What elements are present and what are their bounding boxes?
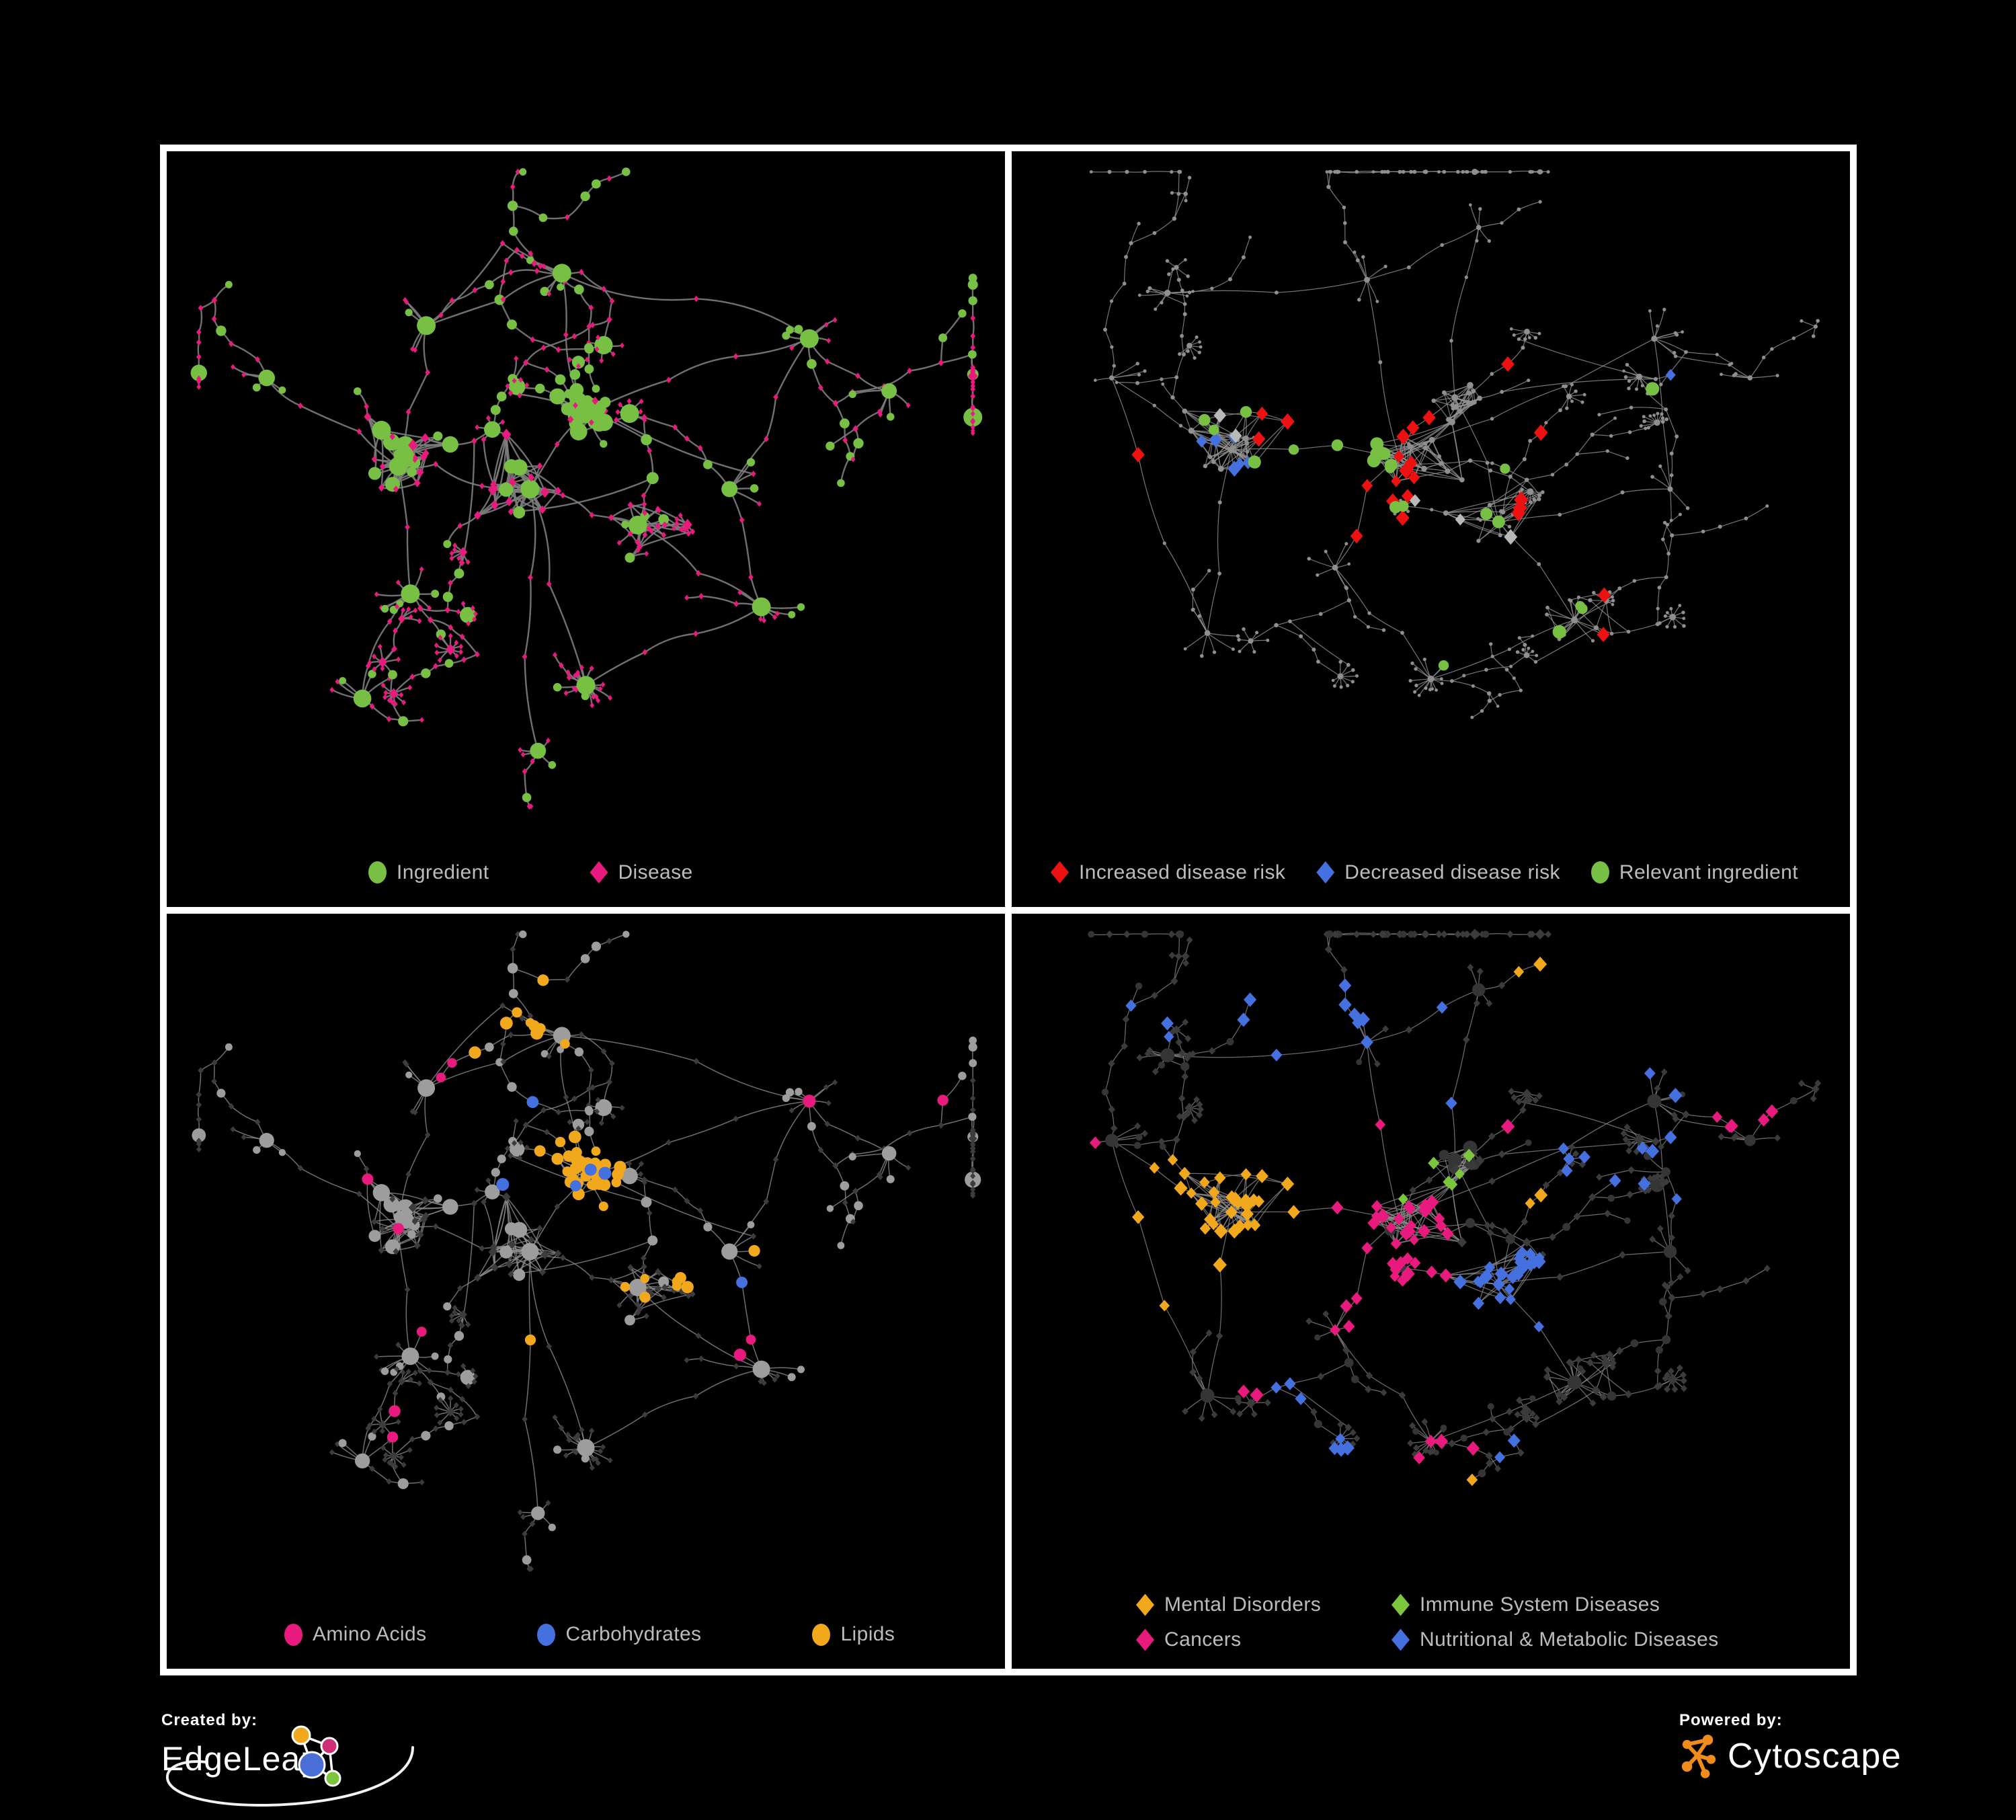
- legend-item: Amino Acids: [284, 1623, 426, 1646]
- panel-grid: Ingredient Disease Increased disease risk…: [160, 145, 1857, 1675]
- edgeleap-wordmark: EdgeLeap: [161, 1740, 321, 1778]
- edgeleap-node-green: [324, 1770, 341, 1787]
- legend-item: Immune System Diseases: [1392, 1593, 1850, 1616]
- created-by-label: Created by:: [161, 1711, 258, 1729]
- edgeleap-node-blue: [298, 1751, 326, 1779]
- legend-label: Relevant ingredient: [1619, 861, 1798, 883]
- network-ingredient-disease: [190, 167, 983, 810]
- legend-row: Mental Disorders Immune System Diseases: [1136, 1593, 1850, 1616]
- network-ingredient-class: [192, 930, 981, 1572]
- legend-marker-circle-icon: [537, 1623, 556, 1646]
- legend-label: Ingredient: [397, 861, 489, 883]
- edgeleap-node-yellow: [291, 1725, 311, 1745]
- legend-marker-diamond-icon: [1136, 1628, 1154, 1651]
- network-disease-class: [1088, 928, 1822, 1486]
- legend-marker-diamond-icon: [590, 861, 608, 883]
- panel-ingredient-class: Amino Acids Carbohydrates Lipids: [167, 913, 1005, 1669]
- legend-item: Increased disease risk: [1051, 861, 1285, 884]
- cytoscape-logo-icon: [1681, 1735, 1716, 1778]
- legend-label: Amino Acids: [313, 1623, 427, 1645]
- cytoscape-wordmark: Cytoscape: [1728, 1737, 1902, 1776]
- legend-item: Nutritional & Metabolic Diseases: [1392, 1628, 1850, 1651]
- legend-item: Cancers: [1136, 1628, 1392, 1651]
- legend-row: Cancers Nutritional & Metabolic Diseases: [1136, 1628, 1850, 1651]
- legend-marker-circle-icon: [812, 1623, 831, 1646]
- legend-marker-circle-icon: [368, 861, 387, 883]
- legend-item: Carbohydrates: [537, 1623, 701, 1646]
- legend-disease-risk: Increased disease risk Decreased disease …: [1012, 861, 1850, 884]
- legend-marker-circle-icon: [1590, 861, 1609, 883]
- legend-label: Disease: [618, 861, 693, 883]
- legend-label: Cancers: [1164, 1628, 1242, 1651]
- legend-label: Nutritional & Metabolic Diseases: [1420, 1628, 1719, 1651]
- legend-item: Lipids: [812, 1623, 895, 1646]
- legend-row: Amino Acids Carbohydrates Lipids: [284, 1623, 895, 1646]
- legend-ingredient-class: Amino Acids Carbohydrates Lipids: [167, 1623, 1005, 1646]
- network-disease-risk: [1089, 169, 1820, 719]
- legend-marker-circle-icon: [284, 1623, 303, 1646]
- edgeleap-logo-row: EdgeLeap: [161, 1725, 414, 1807]
- legend-marker-diamond-icon: [1392, 1593, 1410, 1616]
- panel-disease-class: Mental Disorders Immune System Diseases Ca…: [1012, 913, 1850, 1669]
- legend-label: Mental Disorders: [1164, 1593, 1322, 1616]
- legend-marker-diamond-icon: [1392, 1628, 1410, 1651]
- legend-label: Carbohydrates: [565, 1623, 702, 1645]
- legend-item: Mental Disorders: [1136, 1593, 1392, 1616]
- legend-marker-diamond-icon: [1136, 1593, 1154, 1616]
- cytoscape-branding: Powered by: Cytoscape: [1679, 1711, 1902, 1778]
- legend-marker-diamond-icon: [1316, 861, 1335, 883]
- legend-item: Ingredient: [368, 861, 489, 884]
- legend-item: Relevant ingredient: [1590, 861, 1798, 884]
- legend-item: Disease: [590, 861, 692, 884]
- legend-label: Immune System Diseases: [1420, 1593, 1660, 1616]
- panel-ingredient-disease: Ingredient Disease: [167, 151, 1005, 907]
- legend-label: Decreased disease risk: [1344, 861, 1560, 883]
- edgeleap-logo-icon: [291, 1725, 341, 1787]
- legend-label: Lipids: [840, 1623, 895, 1645]
- legend-ingredient-disease: Ingredient Disease: [167, 861, 1005, 884]
- legend-marker-diamond-icon: [1051, 861, 1069, 883]
- legend-row: Increased disease risk Decreased disease …: [1051, 861, 1798, 884]
- legend-row: Ingredient Disease: [368, 861, 693, 884]
- edgeleap-node-pink: [320, 1737, 339, 1755]
- panel-disease-risk: Increased disease risk Decreased disease …: [1012, 151, 1850, 907]
- edgeleap-branding: Created by: EdgeLeap: [161, 1711, 414, 1807]
- edgeleap-swoosh-icon: [165, 1746, 414, 1807]
- powered-by-label: Powered by:: [1679, 1711, 1783, 1729]
- legend-label: Increased disease risk: [1079, 861, 1286, 883]
- legend-item: Decreased disease risk: [1316, 861, 1560, 884]
- legend-disease-class: Mental Disorders Immune System Diseases Ca…: [1012, 1593, 1850, 1651]
